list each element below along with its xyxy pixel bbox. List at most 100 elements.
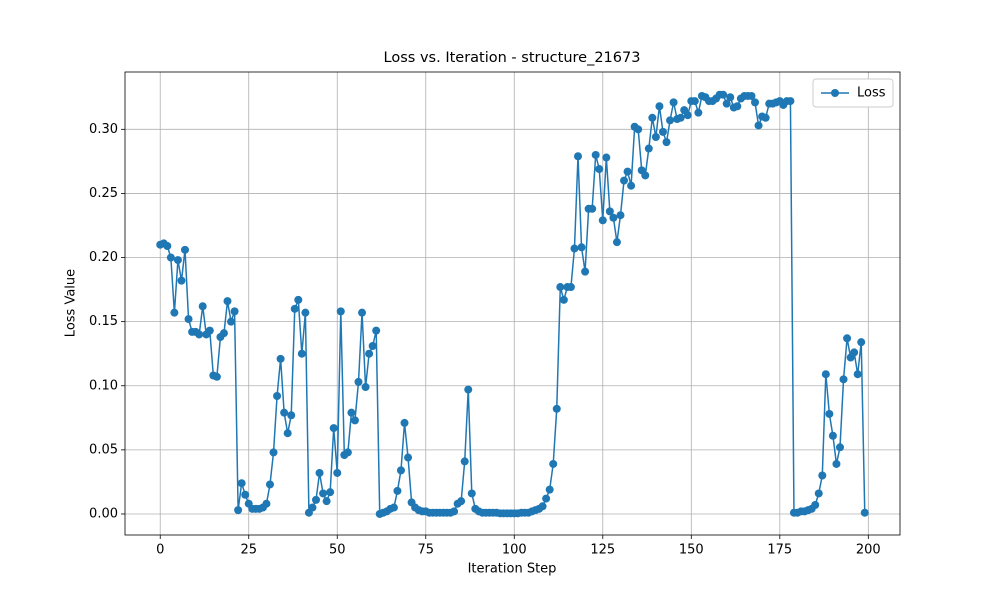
y-tick-label: 0.15 xyxy=(89,314,118,329)
data-point xyxy=(195,330,204,339)
data-point xyxy=(262,499,271,508)
data-point xyxy=(170,308,179,317)
data-point xyxy=(620,176,629,185)
data-point xyxy=(223,297,232,306)
data-point xyxy=(549,459,558,468)
data-point xyxy=(591,150,600,159)
data-point xyxy=(354,377,363,386)
data-point xyxy=(573,152,582,161)
data-point xyxy=(365,349,374,358)
data-point xyxy=(722,99,731,108)
x-tick-label: 75 xyxy=(417,543,434,558)
data-point xyxy=(588,204,597,213)
data-point xyxy=(683,111,692,120)
data-point xyxy=(627,181,636,190)
y-tick-label: 0.30 xyxy=(89,122,118,137)
legend-label: Loss xyxy=(857,86,886,101)
data-point xyxy=(294,295,303,304)
data-point xyxy=(828,431,837,440)
data-point xyxy=(634,125,643,134)
data-point xyxy=(329,424,338,433)
data-point xyxy=(570,244,579,253)
data-point xyxy=(538,502,547,511)
data-point xyxy=(719,90,728,99)
data-point xyxy=(814,489,823,498)
data-point xyxy=(389,503,398,512)
data-point xyxy=(658,127,667,136)
data-point xyxy=(464,385,473,394)
data-point xyxy=(616,211,625,220)
data-point xyxy=(612,238,621,247)
data-point xyxy=(273,392,282,401)
x-tick-label: 200 xyxy=(856,543,881,558)
data-point xyxy=(393,486,402,495)
data-point xyxy=(219,329,228,338)
data-point xyxy=(623,167,632,176)
data-point xyxy=(811,500,820,509)
data-point xyxy=(651,133,660,142)
data-point xyxy=(287,411,296,420)
data-point xyxy=(212,372,221,381)
data-point xyxy=(404,453,413,462)
data-point xyxy=(595,165,604,174)
legend-marker xyxy=(831,89,839,97)
data-point xyxy=(283,429,292,438)
x-tick-label: 0 xyxy=(156,543,164,558)
data-point xyxy=(460,457,469,466)
data-point xyxy=(609,213,618,222)
data-point xyxy=(326,488,335,497)
data-point xyxy=(690,97,699,106)
data-point xyxy=(598,216,607,225)
data-point xyxy=(230,307,239,316)
data-point xyxy=(181,245,190,254)
x-tick-label: 100 xyxy=(502,543,527,558)
x-tick-label: 125 xyxy=(590,543,615,558)
data-point xyxy=(835,443,844,452)
data-point xyxy=(552,404,561,413)
loss-line xyxy=(159,93,866,516)
data-point xyxy=(173,256,182,265)
x-tick-label: 25 xyxy=(240,543,257,558)
data-point xyxy=(605,207,614,216)
data-point xyxy=(545,485,554,494)
data-point xyxy=(198,302,207,311)
data-point xyxy=(648,113,657,122)
data-point xyxy=(227,317,236,326)
data-point xyxy=(177,276,186,285)
data-point xyxy=(825,409,834,418)
data-point xyxy=(860,508,869,517)
data-point xyxy=(396,466,405,475)
data-point xyxy=(733,102,742,111)
data-point xyxy=(577,243,586,252)
x-tick-label: 175 xyxy=(767,543,792,558)
data-point xyxy=(655,102,664,111)
y-tick-label: 0.05 xyxy=(89,442,118,457)
data-point xyxy=(276,354,285,363)
x-axis-label: Iteration Step xyxy=(468,562,557,577)
data-point xyxy=(839,375,848,384)
data-point xyxy=(843,334,852,343)
y-tick-label: 0.20 xyxy=(89,250,118,265)
data-point xyxy=(566,283,575,292)
data-point xyxy=(747,91,756,100)
data-point xyxy=(857,338,866,347)
plot-frame xyxy=(124,71,901,536)
data-point xyxy=(280,408,289,417)
y-tick-label: 0.10 xyxy=(89,378,118,393)
y-tick-label: 0.00 xyxy=(89,506,118,521)
chart-title: Loss vs. Iteration - structure_21673 xyxy=(384,50,641,66)
data-point xyxy=(542,494,551,503)
data-point xyxy=(368,342,377,351)
data-point xyxy=(166,253,175,262)
data-point xyxy=(241,490,250,499)
data-point xyxy=(163,241,172,250)
data-point xyxy=(297,349,306,358)
data-point xyxy=(450,507,459,516)
legend-box xyxy=(812,78,894,108)
data-point xyxy=(662,138,671,147)
data-point xyxy=(644,144,653,153)
data-point xyxy=(205,326,214,335)
data-point xyxy=(308,503,317,512)
data-point xyxy=(669,98,678,107)
